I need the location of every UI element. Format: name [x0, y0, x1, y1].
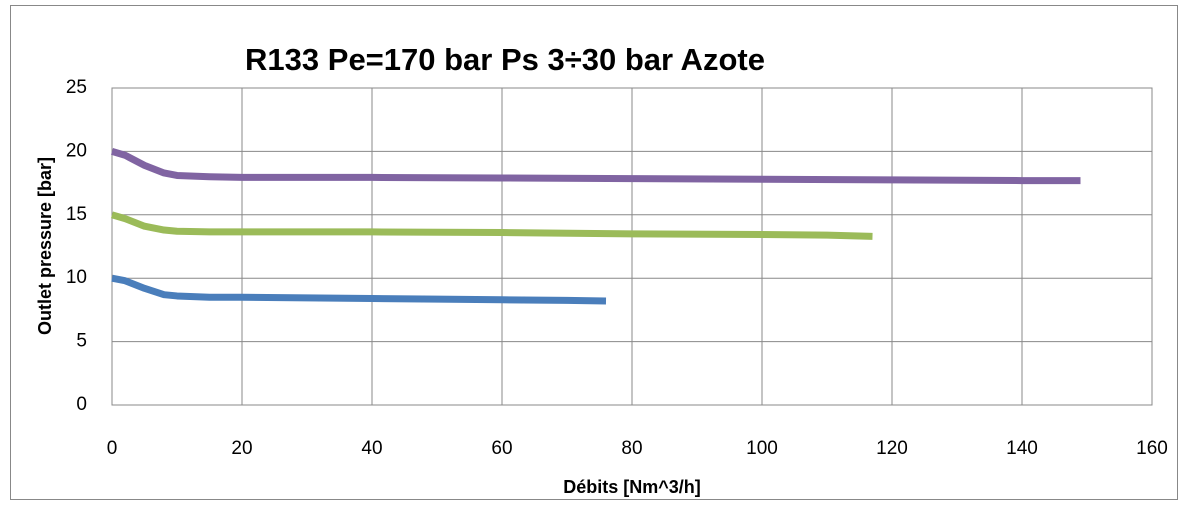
series-line [111, 274, 607, 305]
y-axis-title: Outlet pressure [bar] [35, 157, 55, 335]
plot-area [111, 87, 1153, 406]
y-tick-label: 15 [66, 204, 87, 225]
x-tick-label: 60 [491, 438, 512, 459]
y-tick-label: 10 [66, 267, 87, 288]
x-tick-label: 80 [621, 438, 642, 459]
y-tick-label: 20 [66, 140, 87, 161]
series-line [111, 211, 873, 240]
x-tick-label: 20 [231, 438, 252, 459]
x-tick-label: 120 [876, 438, 908, 459]
x-tick-label: 0 [107, 438, 118, 459]
x-tick-label: 140 [1006, 438, 1038, 459]
x-tick-label: 100 [746, 438, 778, 459]
y-tick-label: 5 [76, 331, 87, 352]
x-tick-label: 160 [1136, 438, 1168, 459]
chart-title: R133 Pe=170 bar Ps 3÷30 bar Azote [245, 42, 765, 77]
series-line [111, 148, 1081, 185]
x-tick-label: 40 [361, 438, 382, 459]
x-axis-title: Débits [Nm^3/h] [563, 477, 701, 497]
y-tick-label: 0 [76, 394, 87, 415]
chart-frame [10, 5, 1178, 500]
y-tick-label: 25 [66, 77, 87, 98]
